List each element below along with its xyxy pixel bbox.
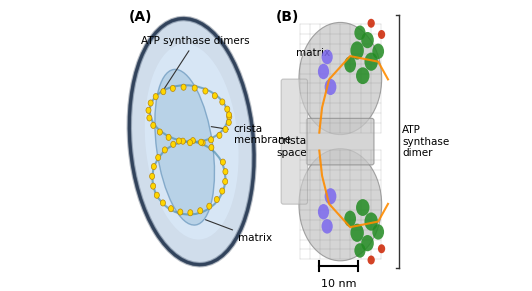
Ellipse shape (190, 138, 195, 144)
Ellipse shape (225, 106, 230, 112)
Ellipse shape (153, 93, 158, 100)
Ellipse shape (356, 67, 370, 84)
Ellipse shape (154, 192, 160, 198)
Ellipse shape (161, 200, 165, 206)
Text: ATP synthase dimers: ATP synthase dimers (141, 36, 250, 92)
Ellipse shape (351, 41, 364, 60)
Ellipse shape (198, 208, 203, 214)
Ellipse shape (227, 112, 231, 118)
Ellipse shape (227, 114, 232, 120)
Ellipse shape (180, 138, 185, 144)
Ellipse shape (151, 122, 156, 128)
Ellipse shape (372, 224, 384, 240)
Ellipse shape (354, 243, 365, 258)
Ellipse shape (203, 88, 208, 94)
Ellipse shape (149, 173, 155, 180)
Ellipse shape (299, 22, 381, 135)
Ellipse shape (209, 137, 213, 143)
Ellipse shape (188, 210, 193, 216)
Text: crista
membrane: crista membrane (211, 124, 291, 146)
Ellipse shape (344, 211, 356, 227)
Ellipse shape (129, 19, 254, 265)
FancyBboxPatch shape (306, 118, 374, 165)
Text: (A): (A) (129, 10, 152, 24)
Ellipse shape (372, 44, 384, 59)
Ellipse shape (356, 199, 370, 216)
Ellipse shape (171, 141, 176, 148)
Ellipse shape (151, 183, 156, 189)
Ellipse shape (148, 100, 153, 106)
Ellipse shape (156, 155, 161, 161)
Ellipse shape (299, 149, 381, 261)
Ellipse shape (200, 140, 205, 146)
Ellipse shape (378, 244, 385, 253)
Ellipse shape (220, 188, 225, 194)
Ellipse shape (364, 53, 378, 71)
Ellipse shape (318, 64, 329, 79)
Ellipse shape (181, 84, 186, 90)
Ellipse shape (364, 212, 378, 231)
Ellipse shape (318, 204, 329, 219)
Ellipse shape (151, 164, 156, 170)
Ellipse shape (155, 69, 214, 225)
Ellipse shape (321, 219, 332, 234)
Ellipse shape (368, 255, 375, 265)
Ellipse shape (214, 196, 219, 203)
Text: 10 nm: 10 nm (321, 279, 356, 289)
Ellipse shape (325, 188, 336, 205)
Text: (B): (B) (276, 10, 299, 24)
Ellipse shape (207, 203, 212, 209)
Text: matrix: matrix (205, 220, 272, 243)
Text: ATP
synthase
dimer: ATP synthase dimer (402, 125, 450, 158)
Ellipse shape (145, 44, 238, 239)
Text: crista
space: crista space (277, 136, 307, 158)
Ellipse shape (220, 159, 226, 165)
Ellipse shape (321, 50, 332, 64)
Ellipse shape (162, 147, 168, 153)
Ellipse shape (178, 209, 183, 215)
FancyBboxPatch shape (281, 79, 307, 204)
Ellipse shape (161, 88, 166, 95)
Ellipse shape (157, 129, 162, 135)
Ellipse shape (187, 140, 193, 146)
Ellipse shape (223, 126, 228, 132)
Ellipse shape (169, 206, 173, 212)
Text: matrix: matrix (296, 48, 330, 58)
Ellipse shape (212, 93, 218, 99)
Ellipse shape (344, 56, 356, 73)
Ellipse shape (220, 99, 225, 105)
Ellipse shape (354, 26, 365, 40)
Ellipse shape (351, 224, 364, 242)
Ellipse shape (368, 19, 375, 28)
Ellipse shape (361, 235, 374, 251)
Ellipse shape (198, 139, 204, 145)
Ellipse shape (146, 107, 151, 113)
Ellipse shape (378, 30, 385, 39)
Ellipse shape (192, 85, 197, 91)
Ellipse shape (226, 119, 231, 125)
Ellipse shape (361, 32, 374, 48)
Ellipse shape (209, 144, 214, 151)
Ellipse shape (217, 132, 222, 139)
Ellipse shape (223, 178, 228, 184)
Ellipse shape (170, 85, 176, 91)
Ellipse shape (147, 115, 152, 121)
Ellipse shape (223, 168, 228, 175)
Ellipse shape (166, 134, 171, 141)
Ellipse shape (325, 79, 336, 95)
Ellipse shape (177, 138, 181, 144)
